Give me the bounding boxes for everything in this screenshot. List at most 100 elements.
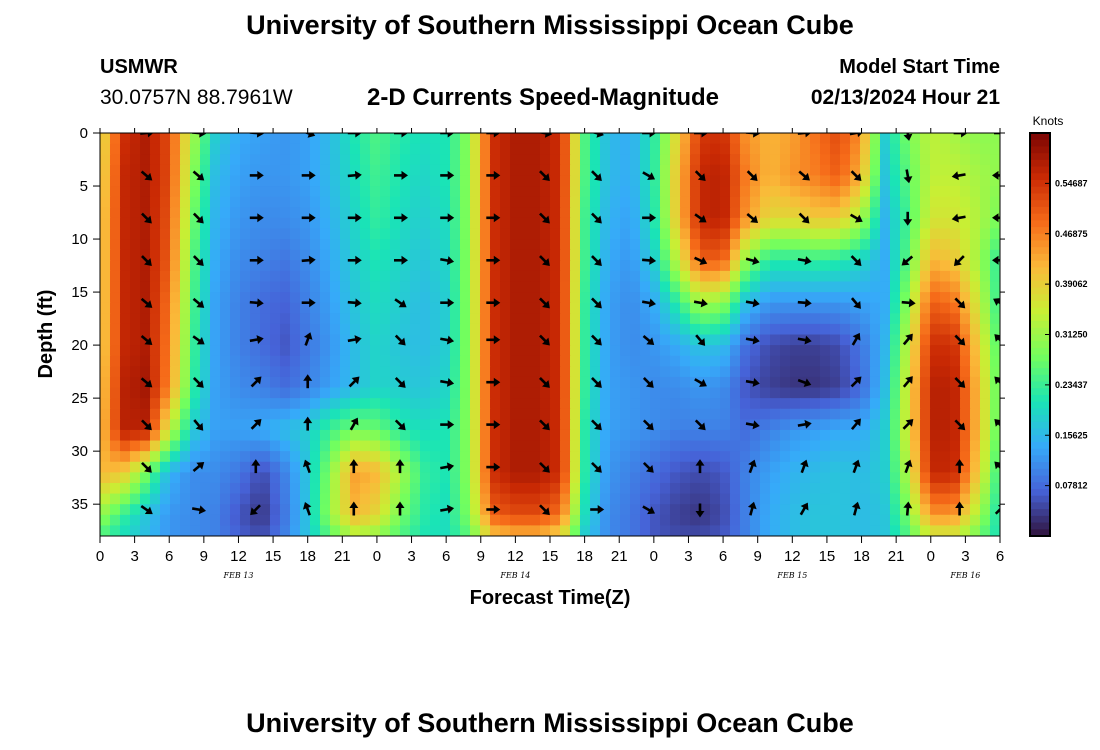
heatmap-cell xyxy=(780,461,791,473)
heatmap-cell xyxy=(920,387,931,399)
x-tick-label: 0 xyxy=(373,548,381,565)
heatmap-cell xyxy=(750,207,761,219)
heatmap-cell xyxy=(370,334,381,346)
current-arrow xyxy=(191,505,206,515)
heatmap-cell xyxy=(140,313,151,325)
heatmap-cell xyxy=(290,451,301,463)
heatmap-cell xyxy=(410,260,421,272)
heatmap-cell xyxy=(470,482,481,495)
heatmap-cell xyxy=(840,217,851,230)
heatmap-cell xyxy=(620,514,631,526)
heatmap-cell xyxy=(700,376,711,389)
heatmap-cell xyxy=(600,175,611,187)
arrow-head xyxy=(256,335,264,344)
heatmap-cell xyxy=(880,164,891,177)
heatmap-cell xyxy=(610,217,621,230)
heatmap-cell xyxy=(290,302,301,314)
heatmap-cell xyxy=(970,207,981,219)
heatmap-cell xyxy=(290,493,301,505)
heatmap-cell xyxy=(350,525,361,536)
heatmap-cell xyxy=(310,451,321,463)
heatmap-cell xyxy=(350,217,361,230)
heatmap-cell xyxy=(580,355,591,367)
heatmap-cell xyxy=(920,472,931,484)
heatmap-cell xyxy=(630,143,641,155)
heatmap-cell xyxy=(100,133,111,145)
heatmap-cell xyxy=(310,493,321,505)
heatmap-cell xyxy=(990,292,1000,304)
heatmap-cell xyxy=(840,419,851,431)
heatmap-cell xyxy=(980,239,991,251)
arrow-shaft xyxy=(746,212,756,221)
heatmap-cell xyxy=(650,217,661,230)
heatmap-cell xyxy=(680,398,691,410)
heatmap-cell xyxy=(230,217,241,230)
heatmap-cell xyxy=(330,398,341,410)
heatmap-cell xyxy=(350,440,361,452)
heatmap-cell xyxy=(240,493,251,505)
heatmap-cell xyxy=(680,334,691,346)
heatmap-cell xyxy=(940,313,951,325)
heatmap-cell xyxy=(670,175,681,187)
heatmap-cell xyxy=(720,186,731,198)
heatmap-cell xyxy=(100,461,111,473)
heatmap-cell xyxy=(910,249,921,261)
arrow-shaft xyxy=(901,300,911,305)
heatmap-cell xyxy=(840,323,851,336)
heatmap-cell xyxy=(230,133,241,145)
heatmap-cell xyxy=(720,292,731,304)
current-arrow xyxy=(486,335,501,345)
arrow-head xyxy=(903,459,913,468)
heatmap-cell xyxy=(270,186,281,198)
arrow-head xyxy=(144,300,153,308)
heatmap-cell xyxy=(980,398,991,410)
heatmap-cell xyxy=(750,482,761,495)
heatmap-cell xyxy=(740,323,751,336)
heatmap-cell xyxy=(170,525,181,536)
heatmap-cell xyxy=(920,482,931,495)
heatmap-cell xyxy=(710,175,721,187)
heatmap-cell xyxy=(500,408,511,420)
heatmap-cell xyxy=(410,461,421,473)
heatmap-cell xyxy=(440,387,451,399)
heatmap-cell xyxy=(690,461,701,473)
heatmap-cell xyxy=(230,355,241,367)
heatmap-cell xyxy=(550,196,561,208)
heatmap-cell xyxy=(930,175,941,187)
heatmap-cell xyxy=(430,429,441,442)
arrow-shaft xyxy=(694,213,704,221)
heatmap-cell xyxy=(420,472,431,484)
heatmap-cell xyxy=(870,164,881,177)
heatmap-cell xyxy=(830,419,841,431)
heatmap-cell xyxy=(630,133,641,145)
heatmap-cell xyxy=(120,525,131,536)
heatmap-cell xyxy=(370,525,381,536)
heatmap-cell xyxy=(950,270,961,283)
heatmap-cell xyxy=(500,376,511,389)
heatmap-cell xyxy=(860,355,871,367)
heatmap-cell xyxy=(980,175,991,187)
heatmap-cell xyxy=(500,239,511,251)
arrow-head xyxy=(144,258,152,266)
heatmap-cell xyxy=(880,270,891,283)
heatmap-cell xyxy=(550,281,561,293)
heatmap-cell xyxy=(570,366,581,378)
heatmap-cell xyxy=(200,461,211,473)
heatmap-cell xyxy=(820,525,831,536)
heatmap-cell xyxy=(200,366,211,378)
arrow-shaft xyxy=(798,170,807,179)
arrow-head xyxy=(397,380,406,388)
heatmap-cell xyxy=(380,525,391,536)
heatmap-cell xyxy=(860,228,871,240)
heatmap-cell xyxy=(870,398,881,410)
heatmap-cell xyxy=(290,196,301,208)
heatmap-cell xyxy=(570,398,581,410)
heatmap-cell xyxy=(960,313,971,325)
heatmap-cell xyxy=(130,482,141,495)
heatmap-cell xyxy=(330,334,341,346)
heatmap-cell xyxy=(720,334,731,346)
heatmap-cell xyxy=(680,440,691,452)
heatmap-cell xyxy=(930,133,941,145)
heatmap-cell xyxy=(640,228,651,240)
heatmap-cell xyxy=(580,260,591,272)
